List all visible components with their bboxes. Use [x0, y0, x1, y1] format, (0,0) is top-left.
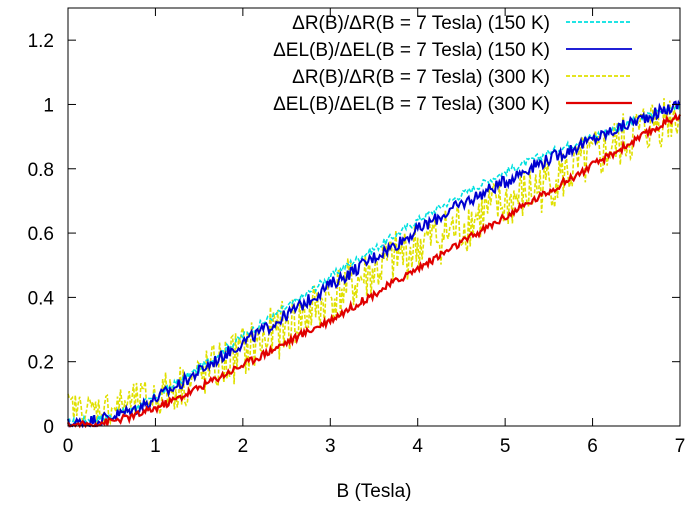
x-tick-label: 4 [412, 436, 423, 457]
y-tick-label: 0 [43, 417, 54, 438]
legend-label: ΔR(B)/ΔR(B = 7 Tesla) (300 K) [292, 67, 550, 88]
plot-lines [66, 98, 682, 429]
x-tick-label: 6 [587, 436, 598, 457]
series-line [66, 112, 682, 429]
legend-label: ΔEL(B)/ΔEL(B = 7 Tesla) (300 K) [273, 94, 550, 115]
legend-label: ΔEL(B)/ΔEL(B = 7 Tesla) (150 K) [273, 40, 550, 61]
series-line [67, 99, 681, 429]
y-tick-label: 0.6 [28, 224, 54, 245]
y-tick-label: 0.4 [28, 288, 55, 309]
x-tick-label: 7 [675, 436, 686, 457]
series-line [67, 104, 681, 428]
legend-label: ΔR(B)/ΔR(B = 7 Tesla) (150 K) [292, 13, 550, 34]
x-tick-label: 5 [500, 436, 511, 457]
x-tick-label: 0 [63, 436, 74, 457]
y-tick-label: 1 [43, 95, 54, 116]
axis-ticks: 0 1 2 3 4 5 6 7 0 0.2 0.4 0.6 0.8 1 1.2 [28, 8, 686, 457]
x-tick-label: 3 [325, 436, 336, 457]
y-tick-label: 0.2 [28, 353, 54, 374]
plot-frame [67, 7, 681, 427]
x-tick-label: 1 [150, 436, 161, 457]
legend: ΔR(B)/ΔR(B = 7 Tesla) (150 K) ΔEL(B)/ΔEL(… [273, 13, 632, 115]
x-axis-title: B (Tesla) [337, 481, 412, 502]
y-tick-label: 1.2 [28, 31, 54, 52]
series-line [67, 98, 681, 426]
x-tick-label: 2 [238, 436, 249, 457]
y-tick-label: 0.8 [28, 160, 54, 181]
